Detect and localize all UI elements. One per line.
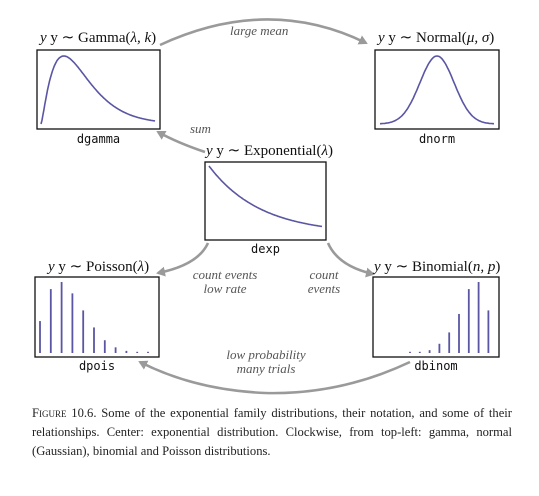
poisson-function-name: dpois <box>78 359 116 373</box>
figure-label: Figure 10.6. <box>32 406 97 420</box>
label-count-events-line: count events <box>192 267 258 282</box>
binomial-plot-frame <box>372 276 500 358</box>
label-large-mean: large mean <box>230 23 289 38</box>
normal-title: y y ∼ Normal(μ, σ) <box>378 30 495 46</box>
gamma-params: λ, k <box>130 30 152 46</box>
normal-curve <box>380 55 494 125</box>
normal-title-post: ) <box>489 30 495 46</box>
binomial-title: y y ∼ Binomial(n, p) <box>374 259 501 275</box>
gamma-curve <box>40 55 156 125</box>
gamma-title: y y ∼ Gamma(λ, k) <box>40 30 157 46</box>
binomial-title-post: ) <box>495 259 501 275</box>
label-count-events: count events <box>298 268 350 296</box>
label-sum: sum <box>190 121 211 136</box>
label-events-line: events <box>307 281 341 296</box>
normal-plot <box>374 49 500 130</box>
exponential-params: λ <box>321 143 328 159</box>
caption-text: Some of the exponential family distribut… <box>32 406 512 458</box>
poisson-title-post: ) <box>144 259 150 275</box>
gamma-plot-frame <box>36 49 161 130</box>
exponential-title: y y ∼ Exponential(λ) <box>206 143 333 159</box>
gamma-title-pre: y ∼ Gamma( <box>50 30 131 46</box>
gamma-function-name: dgamma <box>76 132 121 146</box>
binomial-title-pre: y ∼ Binomial( <box>384 259 473 275</box>
binomial-plot <box>372 276 500 358</box>
binomial-params: n, p <box>472 259 496 275</box>
normal-plot-frame <box>374 49 500 130</box>
poisson-plot-frame <box>34 276 160 358</box>
normal-params: μ, σ <box>466 30 490 46</box>
label-low-probability-line: low probability <box>226 347 306 362</box>
exponential-function-name: dexp <box>251 242 280 256</box>
normal-function-name: dnorm <box>418 132 456 146</box>
exponential-plot <box>204 161 327 241</box>
gamma-plot <box>36 49 161 130</box>
label-many-trials-line: many trials <box>236 361 296 376</box>
figure-caption: Figure 10.6. Some of the exponential fam… <box>32 404 512 461</box>
exponential-title-post: ) <box>327 143 333 159</box>
poisson-bars <box>39 282 149 353</box>
binomial-bars <box>409 282 490 353</box>
label-low-probability-many-trials: low probability many trials <box>205 348 327 376</box>
arrow-binomial-to-poisson <box>138 360 411 395</box>
normal-title-pre: y ∼ Normal( <box>388 30 467 46</box>
poisson-title-pre: y ∼ Poisson( <box>58 259 138 275</box>
exponential-plot-frame <box>204 161 327 241</box>
poisson-plot <box>34 276 160 358</box>
poisson-params: λ <box>137 259 145 275</box>
arrow-exponential-to-poisson <box>156 242 210 277</box>
exponential-curve <box>208 165 323 228</box>
label-count-events-low-rate: count events low rate <box>180 268 270 296</box>
arrow-exponential-to-binomial <box>326 242 375 278</box>
label-count-line: count <box>309 267 339 282</box>
exponential-title-pre: y ∼ Exponential( <box>216 143 322 159</box>
arrow-gamma-to-normal <box>159 18 368 47</box>
label-low-rate-line: low rate <box>203 281 247 296</box>
binomial-function-name: dbinom <box>414 359 458 373</box>
poisson-title: y y ∼ Poisson(λ) <box>48 259 150 275</box>
gamma-title-post: ) <box>151 30 157 46</box>
arrow-exponential-to-gamma <box>156 130 206 154</box>
